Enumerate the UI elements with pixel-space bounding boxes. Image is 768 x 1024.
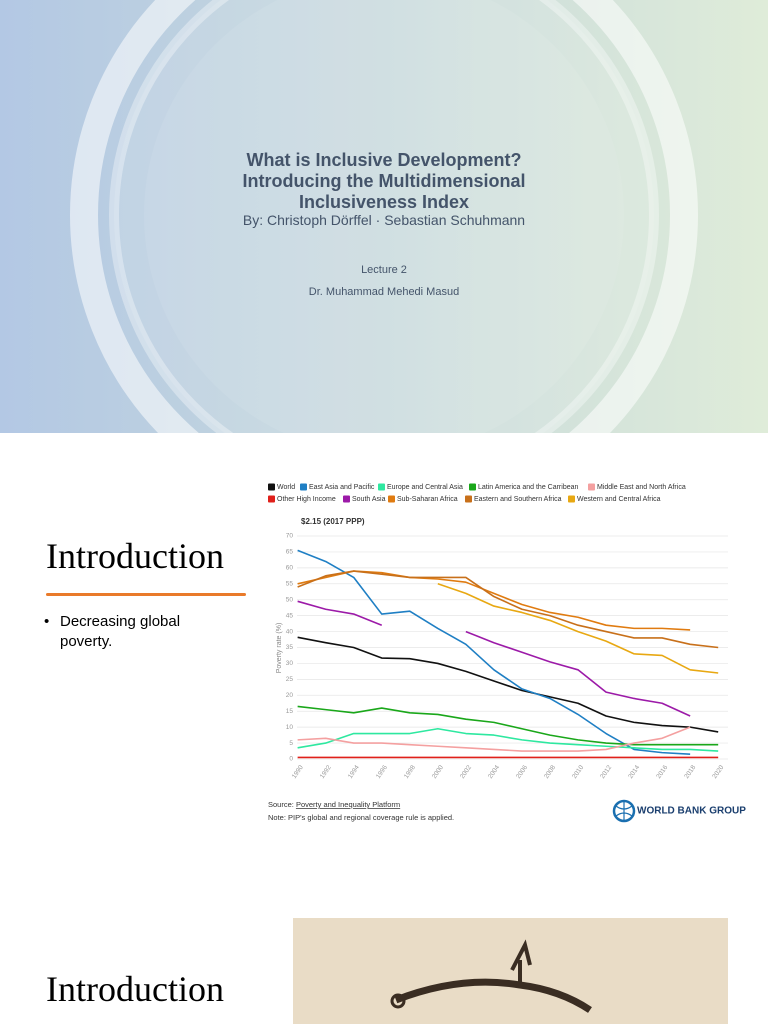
y-tick-label: 30 xyxy=(286,660,294,667)
x-tick-label: 2008 xyxy=(543,764,557,780)
x-tick-label: 2018 xyxy=(683,764,697,780)
x-tick-label: 1994 xyxy=(347,764,361,780)
x-tick-label: 2016 xyxy=(655,764,669,780)
x-tick-label: 2014 xyxy=(627,764,641,780)
y-tick-label: 40 xyxy=(286,628,294,635)
y-tick-label: 60 xyxy=(286,565,294,572)
source-prefix: Source: xyxy=(268,800,296,809)
legend-label: Western and Central Africa xyxy=(577,496,661,503)
x-tick-label: 2010 xyxy=(571,764,585,780)
legend-label: Sub-Saharan Africa xyxy=(397,496,458,503)
logo-text: WORLD BANK GROUP xyxy=(637,806,746,817)
y-tick-label: 35 xyxy=(286,644,294,651)
legend-swatch xyxy=(588,483,595,491)
chart-subtitle: $2.15 (2017 PPP) xyxy=(301,517,365,526)
x-tick-label: 2020 xyxy=(711,764,725,780)
series-line xyxy=(297,636,719,733)
legend-label: Eastern and Southern Africa xyxy=(474,496,562,503)
photo-scale xyxy=(390,993,406,1009)
x-tick-label: 1998 xyxy=(403,764,417,780)
legend-swatch xyxy=(343,495,350,503)
legend-label: Middle East and North Africa xyxy=(597,484,686,491)
legend-label: South Asia xyxy=(352,496,386,503)
series-line xyxy=(297,600,691,717)
photo-scale xyxy=(394,978,592,1013)
x-tick-label: 1990 xyxy=(291,764,305,780)
series-line xyxy=(297,570,719,649)
y-tick-label: 65 xyxy=(286,549,294,556)
y-axis-label: Poverty rate (%) xyxy=(276,623,283,674)
y-tick-label: 45 xyxy=(286,612,294,619)
title-line: Inclusiveness Index xyxy=(298,192,470,212)
y-tick-label: 25 xyxy=(286,676,294,683)
series-line xyxy=(297,726,691,752)
y-tick-label: 20 xyxy=(286,692,294,699)
legend-label: World xyxy=(277,484,295,491)
x-tick-label: 2012 xyxy=(599,764,613,780)
title-slide: What is Inclusive Development? Introduci… xyxy=(0,0,768,433)
bullet: • Decreasing global poverty. xyxy=(44,612,204,652)
legend-swatch xyxy=(268,483,275,491)
legend-swatch xyxy=(300,483,307,491)
legend-label: Europe and Central Asia xyxy=(387,484,463,491)
y-tick-label: 5 xyxy=(289,740,293,747)
slide-title: Introduction xyxy=(46,969,224,1009)
series-line xyxy=(297,705,719,746)
x-tick-label: 2002 xyxy=(459,764,473,780)
series-line xyxy=(297,727,719,752)
source-link[interactable]: Poverty and Inequality Platform xyxy=(296,800,400,809)
y-tick-label: 50 xyxy=(286,596,294,603)
y-tick-label: 15 xyxy=(286,708,294,715)
title-line: Introducing the Multidimensional xyxy=(242,171,526,191)
series-line xyxy=(437,583,719,674)
y-tick-label: 70 xyxy=(286,533,294,540)
slide-title: Introduction xyxy=(46,536,224,576)
logo-icon xyxy=(615,801,633,821)
legend-swatch xyxy=(469,483,476,491)
legend-label: East Asia and Pacific xyxy=(309,484,375,491)
title-line: What is Inclusive Development? xyxy=(246,150,522,170)
x-tick-label: 2004 xyxy=(487,764,501,780)
byline: By: Christoph Dörffel · Sebastian Schuhm… xyxy=(242,212,526,228)
decor xyxy=(70,0,698,433)
legend-swatch xyxy=(268,495,275,503)
x-tick-label: 2006 xyxy=(515,764,529,780)
bullet-text: Decreasing global poverty. xyxy=(60,613,181,650)
source: Source: Poverty and Inequality Platform xyxy=(268,800,400,809)
x-tick-label: 1992 xyxy=(319,764,333,780)
legend-swatch xyxy=(378,483,385,491)
y-tick-label: 10 xyxy=(286,724,294,731)
note: Note: PIP's global and regional coverage… xyxy=(268,813,454,822)
legend-label: Other High Income xyxy=(277,496,336,503)
slide-title: What is Inclusive Development? Introduci… xyxy=(0,150,768,213)
instructor: Dr. Muhammad Mehedi Masud xyxy=(308,286,460,298)
legend-swatch xyxy=(465,495,472,503)
lecture: Lecture 2 xyxy=(361,264,407,276)
legend-label: Latin America and the Carribean xyxy=(478,484,578,491)
photo-arrow xyxy=(510,939,532,985)
x-tick-label: 1996 xyxy=(375,764,389,780)
y-tick-label: 0 xyxy=(289,756,293,763)
underline xyxy=(46,593,246,596)
photo xyxy=(293,918,728,1024)
legend-swatch xyxy=(568,495,575,503)
legend-swatch xyxy=(388,495,395,503)
y-tick-label: 55 xyxy=(286,581,294,588)
x-tick-label: 2000 xyxy=(431,764,445,780)
